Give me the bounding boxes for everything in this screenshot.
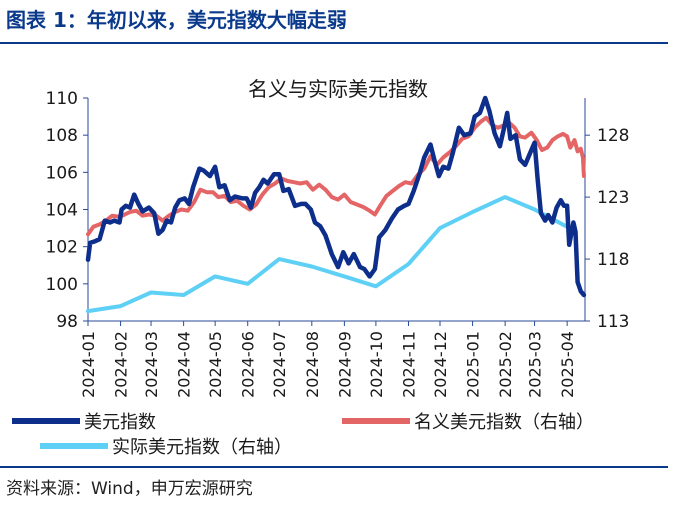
x-tick-label: 2025-01 bbox=[464, 331, 483, 398]
legend-label-real: 实际美元指数（右轴） bbox=[112, 437, 292, 458]
y-right-tick-label: 118 bbox=[597, 250, 629, 270]
x-tick-label: 2024-01 bbox=[79, 331, 98, 398]
source-note: 资料来源：Wind，申万宏源研究 bbox=[6, 479, 253, 499]
legend-label-dxy: 美元指数 bbox=[84, 412, 156, 433]
y-left-tick-label: 106 bbox=[46, 163, 78, 183]
x-tick-label: 2025-02 bbox=[496, 331, 515, 398]
y-left-tick-label: 100 bbox=[46, 275, 78, 295]
x-tick-label: 2025-04 bbox=[558, 331, 577, 398]
x-tick-label: 2024-11 bbox=[399, 331, 418, 398]
y-left-tick-label: 102 bbox=[46, 238, 78, 258]
x-tick-label: 2024-10 bbox=[367, 331, 386, 398]
title-rule bbox=[0, 42, 668, 44]
x-tick-label: 2024-08 bbox=[303, 331, 322, 398]
x-tick-label: 2024-05 bbox=[206, 331, 225, 398]
chart-title: 名义与实际美元指数 bbox=[248, 77, 428, 101]
y-left-tick-label: 108 bbox=[46, 126, 78, 146]
legend: 美元指数 名义美元指数（右轴） 实际美元指数（右轴） bbox=[12, 412, 594, 458]
y-right-tick-label: 123 bbox=[597, 188, 629, 208]
x-tick-label: 2024-07 bbox=[270, 331, 289, 398]
y-right-tick-label: 128 bbox=[597, 126, 629, 146]
y-left-tick-label: 104 bbox=[46, 201, 78, 221]
x-tick-label: 2024-03 bbox=[142, 331, 161, 398]
figure-title: 图表 1：年初以来，美元指数大幅走弱 bbox=[6, 8, 347, 32]
y-right-tick-label: 113 bbox=[597, 312, 629, 332]
chart: 名义与实际美元指数 98 100 102 104 106 108 110 113 118 123 1… bbox=[12, 77, 630, 458]
x-tick-label: 2024-12 bbox=[431, 331, 450, 398]
y-left-tick-label: 110 bbox=[46, 89, 78, 109]
x-tick-label: 2024-04 bbox=[175, 331, 194, 398]
plot-area bbox=[85, 95, 587, 314]
series-line-real bbox=[86, 195, 570, 314]
x-tick-label: 2024-06 bbox=[239, 331, 258, 398]
axes: 98 100 102 104 106 108 110 113 118 123 128 2024-01 2… bbox=[46, 89, 630, 398]
series-line-dxy bbox=[85, 95, 587, 298]
y-left-tick-label: 98 bbox=[56, 312, 78, 332]
source-rule bbox=[0, 466, 668, 468]
x-tick-label: 2024-09 bbox=[335, 331, 354, 398]
x-tick-label: 2025-03 bbox=[526, 331, 545, 398]
legend-label-nominal: 名义美元指数（右轴） bbox=[414, 412, 594, 433]
x-tick-label: 2024-02 bbox=[112, 331, 131, 398]
